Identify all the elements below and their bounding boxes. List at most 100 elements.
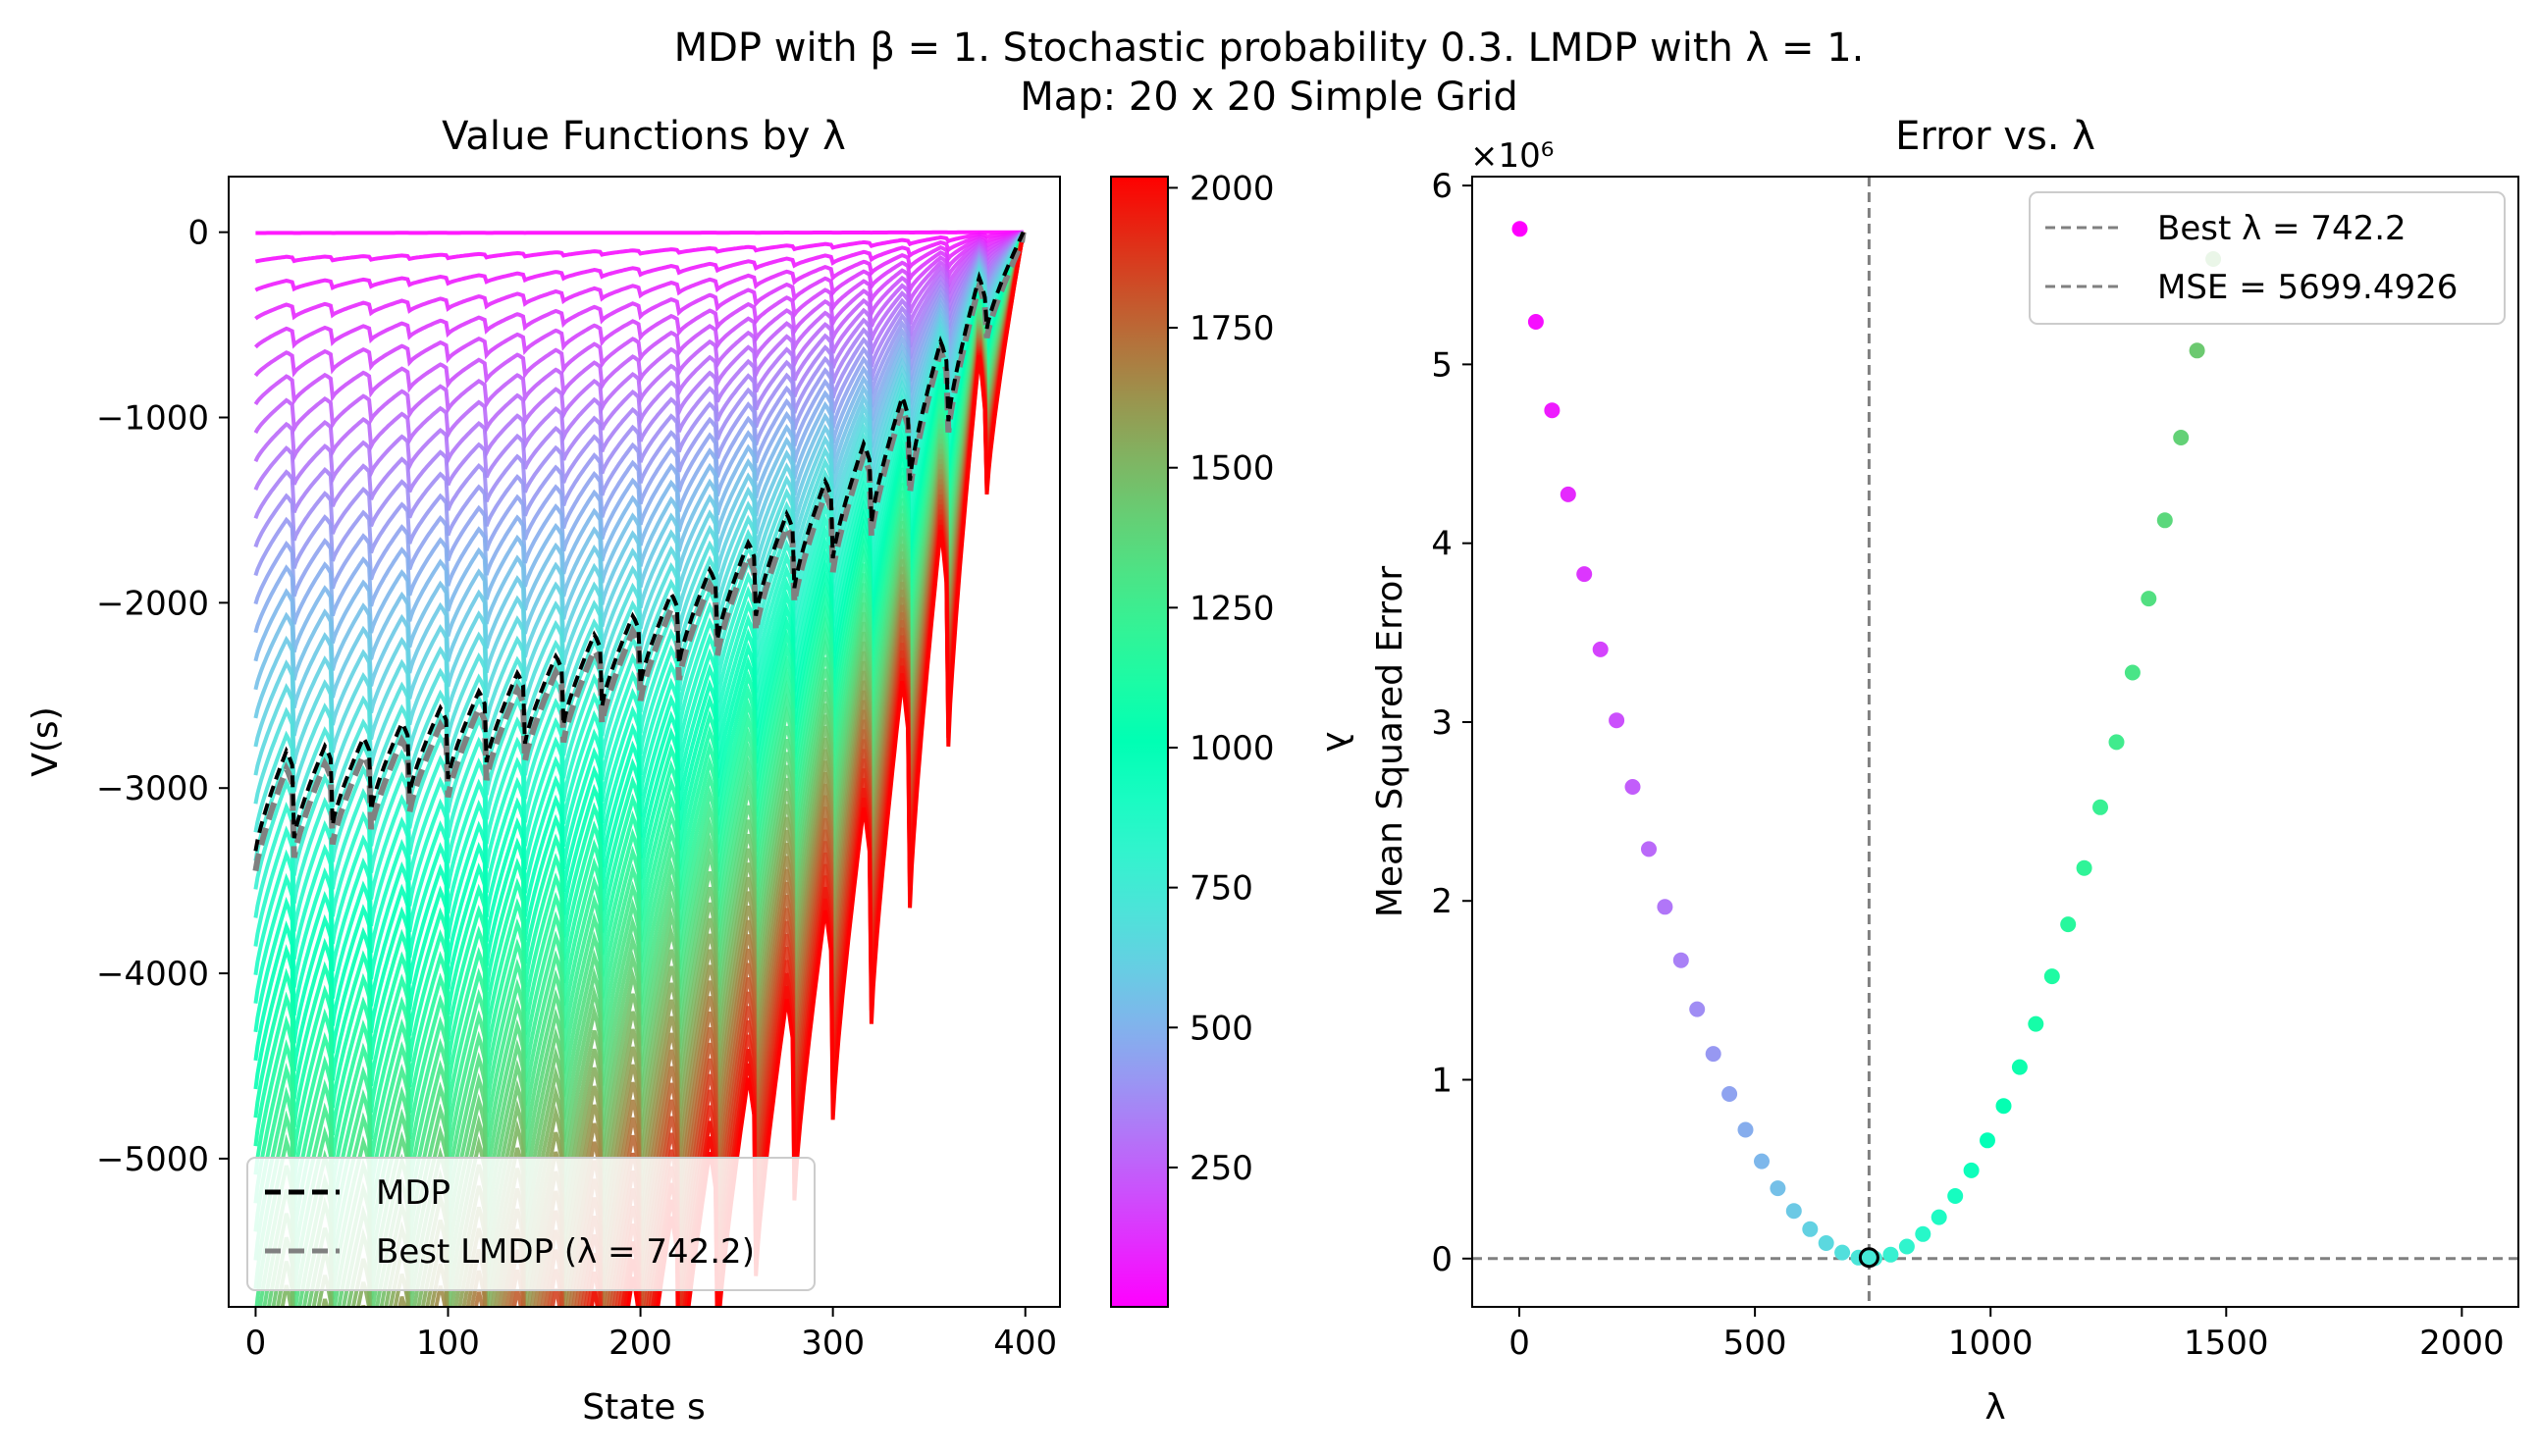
left-y-tick-label: −5000: [96, 1140, 209, 1179]
value-curve: [253, 231, 1025, 436]
mse-point: [1931, 1209, 1947, 1225]
left-x-tick-label: 200: [608, 1324, 672, 1363]
left-x-tick-label: 300: [801, 1324, 865, 1363]
right-y-tick-label: 0: [1431, 1240, 1453, 1279]
right-y-tick-label: 5: [1431, 345, 1453, 385]
colorbar-tick-label: 1250: [1190, 589, 1275, 628]
colorbar-tick-label: 250: [1190, 1149, 1253, 1188]
right-scatter-points: [1511, 55, 2253, 1269]
colorbar-tick-label: 2000: [1190, 169, 1275, 208]
right-axes: 0 500 1000 1500 2000 0 1 2 3 4 5 6: [1431, 167, 2504, 1363]
value-curve: [255, 230, 1024, 235]
mse-point: [2173, 430, 2190, 445]
legend-best-lambda-label: Best λ = 742.2: [2157, 209, 2407, 248]
mse-point: [2011, 1059, 2028, 1075]
left-x-tick-label: 400: [993, 1324, 1057, 1363]
colorbar-label: λ: [1318, 731, 1358, 752]
mse-point: [2043, 968, 2060, 985]
mse-point: [1754, 1153, 1770, 1170]
right-x-tick-label: 500: [1723, 1324, 1787, 1363]
mse-point: [1560, 486, 1576, 502]
mse-point: [1882, 1246, 1899, 1263]
mse-point: [1672, 952, 1689, 968]
mdp-curve: [253, 231, 1026, 852]
mse-point: [1592, 641, 1609, 657]
right-plot-frame: [1471, 176, 2519, 1308]
mse-point: [1770, 1180, 1786, 1197]
mse-point: [1963, 1162, 1980, 1178]
left-y-tick-label: −3000: [96, 769, 209, 808]
figure-title-line2: Map: 20 x 20 Simple Grid: [1020, 75, 1517, 120]
mse-point: [2238, 55, 2253, 71]
value-curve: [626, 232, 1026, 1307]
mse-point: [2076, 859, 2092, 876]
mse-point: [1802, 1221, 1819, 1237]
left-x-label: State s: [582, 1387, 706, 1428]
right-reference-lines: [1472, 177, 2518, 1307]
value-curve: [254, 230, 1025, 292]
value-curve: [253, 231, 1026, 548]
right-x-tick-label: 0: [1508, 1324, 1530, 1363]
mse-point: [1737, 1121, 1754, 1138]
value-curve: [254, 230, 1025, 321]
mse-point: [1834, 1244, 1851, 1261]
mse-point: [1947, 1188, 1964, 1204]
colorbar-ticks: 250 500 750 1000 1250 1500 1750 2000: [1168, 169, 1275, 1188]
right-x-tick-label: 1000: [1948, 1324, 2034, 1363]
value-curve: [253, 230, 1025, 407]
value-curve: [254, 230, 1024, 264]
mse-point: [1721, 1086, 1738, 1102]
left-legend-box: [246, 1157, 816, 1291]
left-y-tick-label: −1000: [96, 399, 209, 439]
right-x-tick-label: 1500: [2184, 1324, 2269, 1363]
mse-point: [1641, 841, 1657, 858]
value-curve: [253, 230, 1025, 349]
left-x-tick-label: 100: [416, 1324, 480, 1363]
legend-mdp-label: MDP: [376, 1173, 450, 1213]
mse-point: [1785, 1203, 1802, 1220]
right-chart-title: Error vs. λ: [1895, 114, 2095, 159]
value-curve: [253, 231, 1026, 577]
mse-point: [1915, 1225, 1931, 1242]
left-y-tick-label: −4000: [96, 955, 209, 994]
mse-point: [2108, 734, 2125, 751]
colorbar-tick-label: 1500: [1190, 449, 1275, 489]
colorbar-tick-label: 1750: [1190, 309, 1275, 348]
mse-point: [2222, 155, 2238, 171]
mse-point: [2141, 591, 2157, 607]
legend-best-lmdp-label: Best LMDP (λ = 742.2): [376, 1232, 755, 1272]
mse-point: [1705, 1046, 1721, 1063]
mse-point: [2189, 342, 2205, 359]
left-reference-curves: [252, 231, 1027, 872]
right-y-tick-label: 4: [1431, 525, 1453, 564]
mse-point: [1527, 314, 1544, 330]
right-y-tick-label: 6: [1431, 167, 1453, 206]
colorbar: [1111, 177, 1168, 1307]
mse-point: [2156, 512, 2173, 529]
right-y-tick-label: 2: [1431, 882, 1453, 921]
figure-title-line1: MDP with β = 1. Stochastic probability 0…: [674, 26, 1865, 71]
value-curve: [253, 231, 1026, 520]
best-mse-point: [1858, 1247, 1879, 1269]
colorbar-tick-label: 750: [1190, 869, 1253, 909]
value-curve: [253, 231, 1025, 464]
mse-point: [1689, 1001, 1706, 1017]
right-legend-box: [2029, 191, 2506, 325]
mse-point: [1995, 1098, 2012, 1115]
left-legend: MDP Best LMDP (λ = 742.2): [246, 1157, 816, 1291]
mse-point: [2060, 916, 2077, 933]
right-y-tick-label: 3: [1431, 703, 1453, 743]
mse-point: [2092, 799, 2108, 815]
value-curve: [253, 230, 1025, 378]
mse-point: [1576, 566, 1593, 583]
mse-point: [1624, 779, 1641, 795]
mse-point: [1544, 402, 1560, 419]
left-axes: 0 100 200 300 400 0 −1000 −2000 −3000 −4000 −5000: [96, 214, 1057, 1363]
mse-point: [2028, 1015, 2044, 1032]
right-legend: Best λ = 742.2 MSE = 5699.4926: [2029, 191, 2506, 325]
right-y-label: Mean Squared Error: [1370, 566, 1410, 918]
colorbar-tick-label: 500: [1190, 1009, 1253, 1048]
mse-point: [1511, 221, 1528, 237]
mse-point: [1818, 1235, 1834, 1251]
